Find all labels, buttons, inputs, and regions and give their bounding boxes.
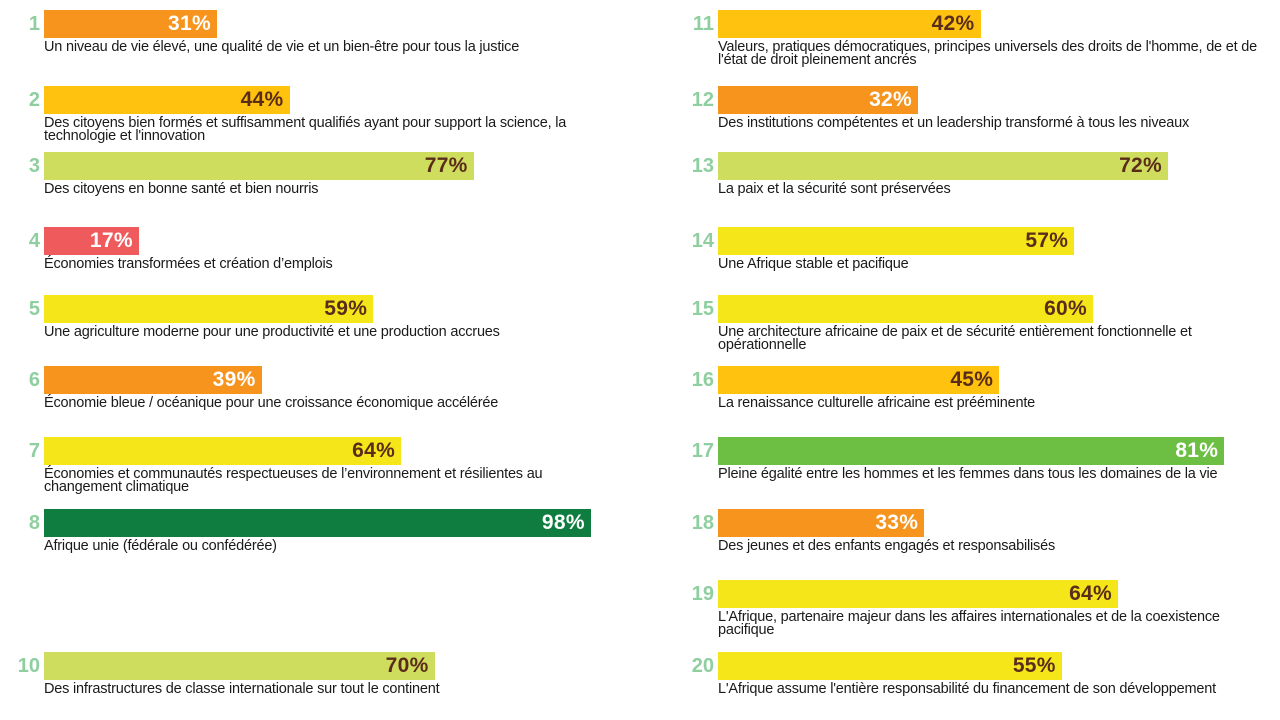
goal-percent-label: 72% xyxy=(1119,154,1162,177)
goal-number: 13 xyxy=(691,155,714,177)
goal-label: Afrique unie (fédérale ou confédérée) xyxy=(44,538,277,554)
goal-label: La paix et la sécurité sont préservées xyxy=(718,181,951,197)
goal-number: 11 xyxy=(692,13,714,35)
goal-percent-label: 55% xyxy=(1012,654,1056,677)
goal-number: 8 xyxy=(28,512,40,534)
goal-percent-label: 32% xyxy=(869,88,912,111)
goal-bar: 33% xyxy=(718,509,925,537)
goal-row-11: 11 42% Valeurs, pratiques démocratiques, p… xyxy=(693,10,1274,70)
goal-row-17: 17 81% Pleine égalité entre les hommes et … xyxy=(692,437,1274,497)
goal-percent-label: 17% xyxy=(89,229,133,252)
goal-number: 19 xyxy=(691,583,714,605)
goal-bar: 55% xyxy=(718,652,1062,680)
goal-number: 5 xyxy=(28,298,40,320)
goal-bar: 72% xyxy=(718,152,1168,180)
goal-number: 16 xyxy=(691,369,714,391)
goal-row-13: 13 72% La paix et la sécurité sont préserv… xyxy=(692,152,1274,212)
goal-percent-label: 59% xyxy=(324,297,368,320)
goal-row-3: 3 77% Des citoyens en bonne santé et bien … xyxy=(29,152,604,212)
goal-bar: 17% xyxy=(44,227,139,255)
goal-number: 17 xyxy=(691,440,714,462)
goal-label: La renaissance culturelle africaine est … xyxy=(718,395,1036,411)
goal-bar: 98% xyxy=(44,509,591,537)
goal-number: 12 xyxy=(691,89,714,111)
goal-percent-label: 77% xyxy=(424,154,468,177)
goal-percent-label: 64% xyxy=(1069,582,1112,605)
goal-number: 7 xyxy=(28,440,40,462)
goal-bar: 57% xyxy=(718,227,1075,255)
goal-bar: 64% xyxy=(718,580,1118,608)
goal-bar: 81% xyxy=(718,437,1225,465)
goal-label: Une Afrique stable et pacifique xyxy=(718,256,909,272)
goal-row-7: 7 64% Économies et communautés respectueus… xyxy=(29,437,604,497)
goal-label: Des institutions compétentes et un leade… xyxy=(718,115,1190,131)
goal-row-18: 18 33% Des jeunes et des enfants engagés e… xyxy=(692,509,1274,569)
goal-number: 20 xyxy=(691,655,714,677)
goal-bar: 70% xyxy=(44,652,435,680)
goal-number: 6 xyxy=(28,369,40,391)
goal-label: Économie bleue / océanique pour une croi… xyxy=(44,395,499,411)
goal-label: Une agriculture moderne pour une product… xyxy=(44,324,500,340)
goal-row-4: 4 17% Économies transformées et création d… xyxy=(29,227,604,287)
goal-bar: 42% xyxy=(718,10,981,38)
goal-bar: 77% xyxy=(44,152,474,180)
goal-row-5: 5 59% Une agriculture moderne pour une pro… xyxy=(29,295,604,355)
goal-bar: 64% xyxy=(44,437,402,465)
goal-label: Pleine égalité entre les hommes et les f… xyxy=(718,466,1218,482)
goal-bar: 45% xyxy=(718,366,1000,394)
goal-bar: 32% xyxy=(718,86,918,114)
goal-label: Des citoyens en bonne santé et bien nour… xyxy=(44,181,319,197)
goal-row-16: 16 45% La renaissance culturelle africaine… xyxy=(692,366,1274,426)
goal-percent-label: 64% xyxy=(352,439,396,462)
goal-row-6: 6 39% Économie bleue / océanique pour une … xyxy=(29,366,604,426)
goal-percent-label: 81% xyxy=(1175,439,1219,462)
goal-percent-label: 57% xyxy=(1025,229,1069,252)
goal-row-14: 14 57% Une Afrique stable et pacifique xyxy=(692,227,1274,287)
goal-label: Des citoyens bien formés et suffisamment… xyxy=(44,115,567,144)
goal-bar: 59% xyxy=(44,295,374,323)
goal-number: 2 xyxy=(28,89,40,111)
goal-label: Valeurs, pratiques démocratiques, princi… xyxy=(718,39,1258,68)
goal-label: L'Afrique assume l'entière responsabilit… xyxy=(718,681,1216,697)
goal-row-15: 15 60% Une architecture africaine de paix … xyxy=(692,295,1274,355)
goal-row-2: 2 44% Des citoyens bien formés et suffisam… xyxy=(29,86,604,146)
goal-percent-label: 33% xyxy=(875,511,919,534)
goal-number: 1 xyxy=(28,13,40,35)
goal-number: 15 xyxy=(691,298,714,320)
goal-label: Économies et communautés respectueuses d… xyxy=(44,466,543,495)
goal-percent-label: 60% xyxy=(1044,297,1087,320)
goal-label: Un niveau de vie élevé, une qualité de v… xyxy=(44,39,520,55)
goal-row-20: 20 55% L'Afrique assume l'entière responsa… xyxy=(692,652,1274,712)
goal-bar: 44% xyxy=(44,86,290,114)
goal-label: Des infrastructures de classe internatio… xyxy=(44,681,440,697)
goal-percent-label: 45% xyxy=(950,368,994,391)
goal-label: L'Afrique, partenaire majeur dans les af… xyxy=(718,609,1220,638)
goal-percent-label: 42% xyxy=(931,12,975,35)
goal-bar: 60% xyxy=(718,295,1093,323)
goal-percent-label: 31% xyxy=(168,12,211,35)
goal-row-12: 12 32% Des institutions compétentes et un … xyxy=(692,86,1274,146)
goal-row-8: 8 98% Afrique unie (fédérale ou confédérée… xyxy=(29,509,604,569)
goal-bar: 39% xyxy=(44,366,262,394)
goal-row-10: 10 70% Des infrastructures de classe inter… xyxy=(18,652,604,712)
goal-number: 14 xyxy=(691,230,714,252)
goal-percent-label: 70% xyxy=(385,654,429,677)
goal-percent-label: 44% xyxy=(240,88,284,111)
goal-number: 10 xyxy=(17,655,40,677)
goal-number: 18 xyxy=(691,512,714,534)
goal-number: 4 xyxy=(28,230,40,252)
goal-label: Des jeunes et des enfants engagés et res… xyxy=(718,538,1056,554)
goal-percent-label: 39% xyxy=(212,368,256,391)
goal-row-19: 19 64% L'Afrique, partenaire majeur dans l… xyxy=(692,580,1274,640)
goal-number: 3 xyxy=(28,155,40,177)
goal-label: Une architecture africaine de paix et de… xyxy=(718,324,1192,353)
goal-bar: 31% xyxy=(44,10,217,38)
goal-label: Économies transformées et création d’emp… xyxy=(44,256,333,272)
goal-percent-label: 98% xyxy=(541,511,585,534)
goal-row-1: 1 31% Un niveau de vie élevé, une qualité … xyxy=(29,10,604,70)
